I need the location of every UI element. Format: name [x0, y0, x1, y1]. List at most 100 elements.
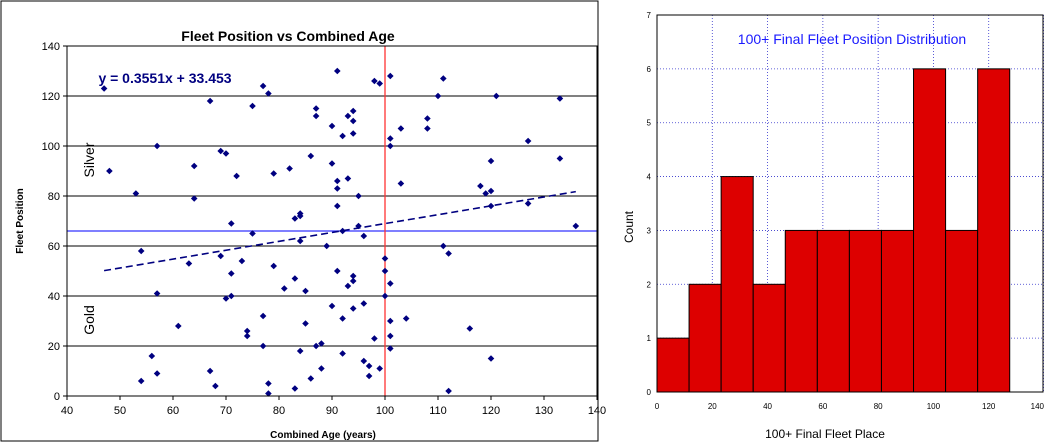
scatter-point — [307, 375, 315, 382]
scatter-point — [334, 267, 341, 275]
scatter-point — [312, 342, 320, 350]
scatter-point — [376, 80, 383, 87]
scatter-point — [387, 332, 394, 340]
scatter-point — [365, 362, 373, 370]
linear-trendline — [103, 190, 576, 272]
scatter-point — [466, 325, 474, 332]
scatter-point — [137, 247, 145, 255]
scatter-reference-lines — [67, 46, 597, 396]
scatter-point — [556, 95, 564, 102]
histogram-y-tick-label: 0 — [647, 388, 652, 397]
histogram-bar — [945, 229, 979, 393]
scatter-point — [397, 125, 405, 132]
scatter-point — [339, 227, 346, 235]
histogram-y-tick-label: 6 — [647, 65, 652, 74]
scatter-point — [334, 177, 341, 185]
histogram-bar — [656, 337, 690, 393]
histogram-bar — [784, 229, 818, 393]
scatter-point — [291, 215, 299, 222]
histogram-x-tick-label: 0 — [655, 402, 660, 411]
scatter-point — [424, 125, 431, 132]
trendline-equation: y = 0.3551x + 33.453 — [98, 70, 231, 86]
scatter-point — [328, 160, 336, 167]
scatter-y-tick-label: 40 — [48, 291, 60, 303]
scatter-point — [434, 92, 442, 100]
scatter-y-tick-label: 60 — [48, 241, 60, 253]
scatter-x-tick-label: 40 — [61, 405, 73, 417]
scatter-x-tick-label: 60 — [167, 405, 179, 417]
scatter-point — [339, 350, 346, 357]
scatter-y-tick-label: 20 — [48, 341, 60, 353]
scatter-point — [387, 345, 394, 352]
scatter-point — [270, 262, 277, 270]
scatter-point — [302, 320, 309, 327]
scatter-point — [153, 370, 161, 377]
scatter-point — [387, 72, 394, 80]
scatter-point — [190, 162, 198, 170]
scatter-point — [387, 280, 394, 287]
scatter-point — [387, 142, 394, 150]
scatter-y-tick-label: 140 — [42, 41, 60, 53]
scatter-point — [334, 185, 341, 192]
histogram-x-axis-label: 100+ Final Fleet Place — [765, 427, 885, 441]
region-label-silver: Silver — [81, 142, 97, 177]
scatter-point — [259, 82, 267, 90]
scatter-point — [371, 77, 378, 85]
scatter-point — [349, 107, 357, 115]
histogram-bars — [656, 68, 1011, 393]
histogram-y-tick-label: 3 — [647, 226, 652, 235]
histogram-x-tick-label: 80 — [874, 402, 883, 411]
scatter-point — [328, 302, 336, 310]
scatter-point — [349, 277, 357, 285]
scatter-x-tick-label: 100 — [376, 405, 394, 417]
histogram-x-tick-label: 140 — [1031, 402, 1044, 411]
histogram-bar — [816, 229, 850, 393]
histogram-y-tick-label: 2 — [647, 280, 652, 289]
histogram-bar — [848, 229, 882, 393]
scatter-points — [100, 67, 580, 397]
scatter-y-tick-label: 0 — [54, 391, 60, 403]
scatter-point — [318, 340, 325, 347]
scatter-point — [556, 155, 564, 162]
scatter-x-tick-label: 140 — [588, 405, 606, 417]
scatter-x-tick-label: 120 — [482, 405, 500, 417]
scatter-x-tick-label: 130 — [535, 405, 553, 417]
scatter-point — [307, 152, 315, 160]
scatter-point — [249, 230, 256, 237]
scatter-point — [106, 167, 113, 175]
scatter-point — [349, 272, 357, 280]
histogram-bar — [880, 229, 915, 393]
scatter-point — [487, 202, 495, 210]
scatter-point — [132, 190, 140, 197]
scatter-point — [344, 112, 352, 120]
scatter-point — [445, 387, 452, 395]
scatter-y-ticks: 0 20 40 60 80 100 120 140 — [42, 41, 67, 403]
histogram-y-axis-label: Count — [622, 210, 636, 243]
scatter-y-axis-label: Fleet Position — [15, 188, 26, 254]
scatter-point — [334, 67, 341, 75]
histogram-y-tick-label: 5 — [647, 119, 652, 128]
scatter-point — [302, 287, 309, 295]
histogram-y-ticks: 0 1 2 3 4 5 6 7 — [647, 11, 652, 397]
scatter-point — [228, 292, 235, 300]
histogram-title: 100+ Final Fleet Position Distribution — [738, 31, 966, 47]
scatter-point — [238, 257, 246, 265]
scatter-point — [355, 192, 362, 200]
histogram-x-tick-label: 20 — [708, 402, 717, 411]
scatter-point — [212, 382, 219, 390]
scatter-point — [296, 347, 304, 355]
scatter-x-ticks: 40 50 60 70 80 90 100 110 120 130 140 — [61, 396, 606, 417]
scatter-point — [477, 182, 484, 190]
histogram-plot-frame — [656, 14, 1044, 393]
scatter-point — [185, 260, 193, 267]
scatter-y-tick-label: 100 — [42, 141, 60, 153]
scatter-point — [376, 365, 383, 372]
histogram-x-tick-label: 120 — [982, 402, 996, 411]
scatter-point — [424, 115, 431, 122]
histogram-y-tick-label: 1 — [647, 334, 652, 343]
scatter-point — [312, 112, 320, 120]
histogram-bar — [688, 283, 722, 393]
scatter-point — [259, 312, 267, 320]
